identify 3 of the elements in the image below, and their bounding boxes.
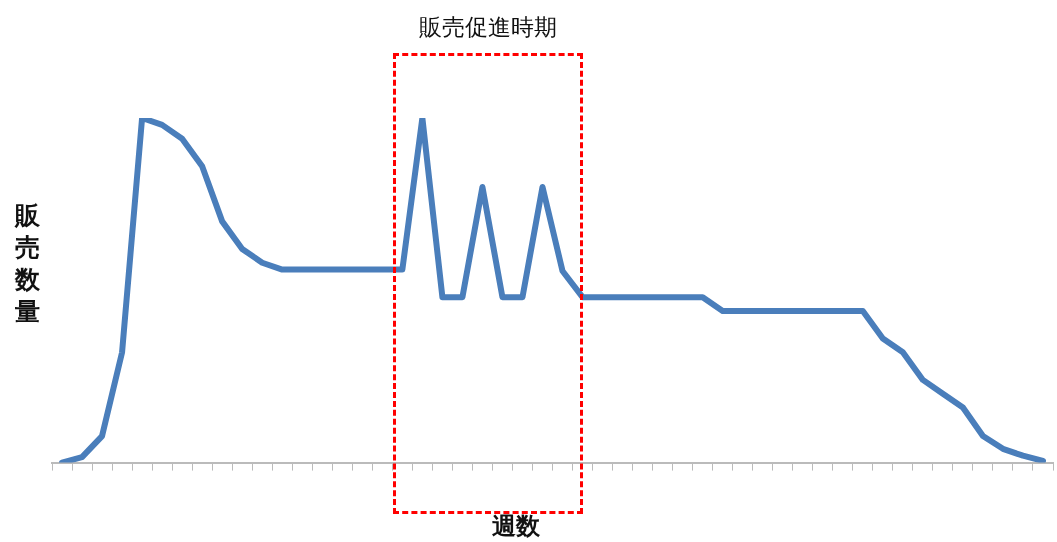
text: 販売促進時期 <box>418 13 557 42</box>
y-axis-title: 販売数量 <box>13 200 41 328</box>
x-axis-title: 週数 <box>492 512 540 540</box>
